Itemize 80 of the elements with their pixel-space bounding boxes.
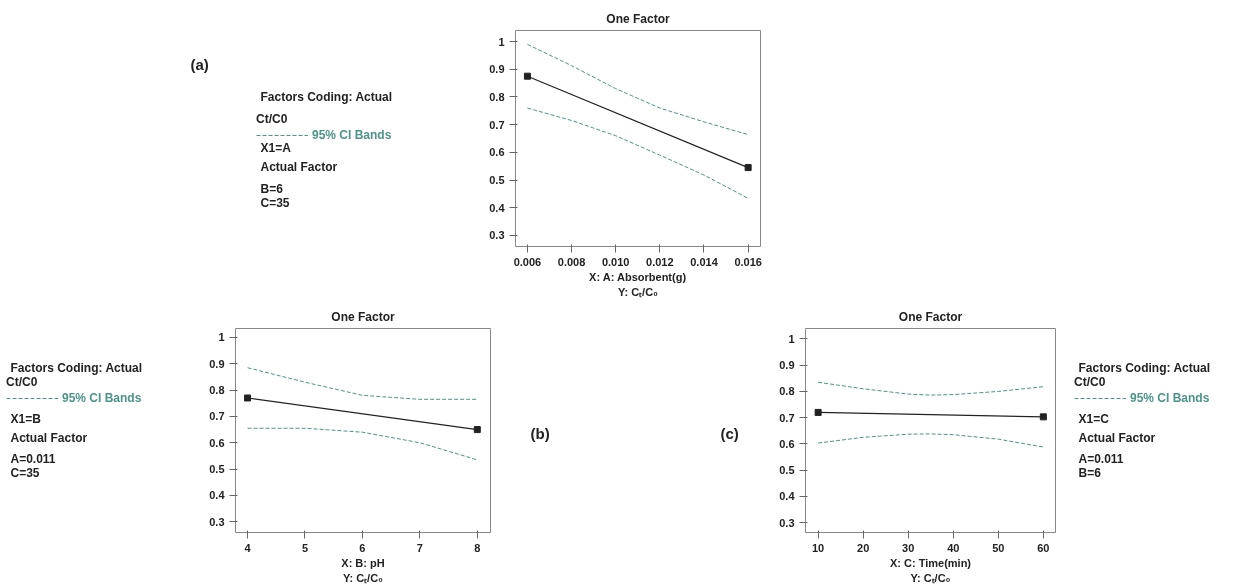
y-tick-label: 1 [788,332,795,345]
x-tick-label: 8 [474,541,481,554]
text: Factors Coding: Actual [10,360,143,375]
y-tick-label: 0.8 [779,385,795,398]
chart-title: One Factor [606,11,670,26]
x-tick-label: 6 [359,541,366,554]
legend-label: 95% CI Bands [62,391,142,405]
text: Actual Factor [260,160,338,175]
x-tick-label: 50 [992,541,1005,554]
text: Factors Coding: Actual [260,89,393,104]
y-tick-label: 0.9 [779,359,795,372]
y-tick-label: 0.5 [779,464,795,477]
text: Factors Coding: Actual [1078,360,1211,375]
chart-title: One Factor [898,309,963,324]
y-tick-label: 0.6 [779,437,795,450]
legend-label: 95% CI Bands [312,128,392,142]
x-tick-label: 20 [857,541,870,554]
text: (a) [190,55,209,73]
text: Actual Factor [10,430,88,445]
y-tick-label: 1 [218,331,225,344]
legend-title: Ct/C0 [6,375,39,389]
text: A=0.011 [1078,451,1124,466]
text: Actual Factor [1078,430,1156,445]
x-tick-label: 0.012 [646,255,674,268]
line-series [526,43,749,136]
y-tick-label: 0.4 [209,489,226,502]
x-tick-label: 40 [947,541,960,554]
text: X1=C [1078,411,1110,426]
x-tick-label: 5 [301,541,309,554]
text: C=35 [10,466,40,481]
y-tick-label: 0.6 [209,436,225,449]
y-tick-label: 0.5 [209,463,225,476]
y-tick-label: 0.7 [209,410,225,423]
text: X1=B [10,411,42,426]
y-tick-label: 0.8 [209,384,225,397]
x-tick-label: 4 [244,541,252,554]
text: B=6 [260,181,284,196]
x-tick-label: 0.016 [734,255,762,268]
line-series [817,433,1044,448]
y-tick-label: 0.9 [489,63,505,76]
y-tick-label: 0.3 [209,515,225,528]
y-tick-label: 0.9 [209,357,225,370]
y-tick-label: 0.4 [779,490,796,503]
x-tick-label: 10 [811,541,825,554]
text: Y: Cₜ/C₀ [617,285,659,298]
y-tick-label: 0.3 [779,516,795,529]
y-tick-label: 0.4 [489,201,506,214]
x-axis-title: X: B: pH [341,556,385,569]
x-tick-label: 30 [902,541,915,554]
x-tick-label: 7 [416,541,423,554]
line-series [247,427,478,461]
y-tick-label: 0.7 [779,411,795,424]
text: (b) [530,424,550,442]
y-tick-label: 0.8 [489,90,505,103]
line-series [247,367,478,400]
chart-title: One Factor [331,309,395,324]
x-tick-label: 0.010 [601,255,630,268]
text: C=35 [260,196,290,211]
text: (c) [720,424,739,442]
y-tick-label: 1 [498,35,505,48]
y-tick-label: 0.3 [489,229,505,242]
legend-title: Ct/C0 [256,112,289,126]
x-axis-title: X: C: Time(min) [889,556,972,569]
text: A=0.011 [10,451,56,466]
legend-title: Ct/C0 [1074,375,1107,389]
legend-label: 95% CI Bands [1130,391,1210,405]
line-series [526,107,749,199]
text: B=6 [1078,466,1102,481]
x-tick-label: 0.006 [513,255,542,268]
y-tick-label: 0.6 [489,146,505,159]
text: Y: Cₜ/C₀ [910,571,951,584]
y-tick-label: 0.5 [489,174,505,187]
y-tick-label: 0.7 [489,118,505,131]
text: X1=A [260,141,292,156]
text: Y: Cₜ/C₀ [342,571,384,584]
x-tick-label: 0.014 [690,255,719,268]
x-tick-label: 60 [1037,541,1050,554]
x-tick-label: 0.008 [557,255,586,268]
line-series [817,381,1044,396]
x-axis-title: X: A: Absorbent(g) [589,270,687,283]
